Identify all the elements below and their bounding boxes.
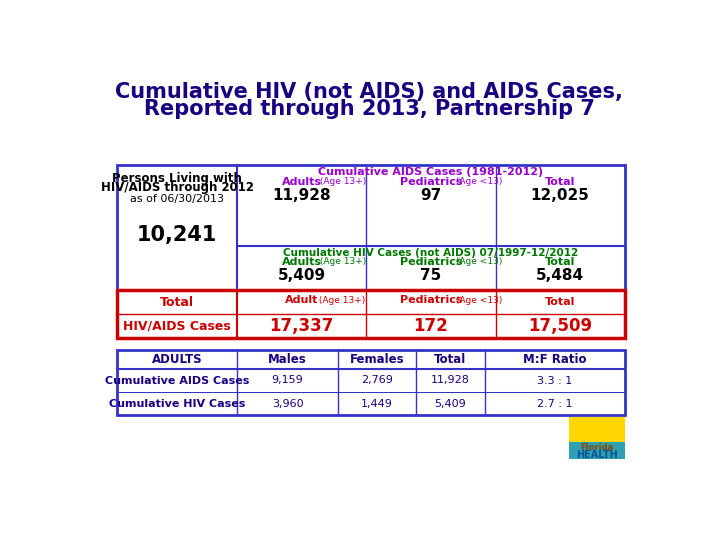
Text: 17,337: 17,337 [270,317,334,335]
Bar [117,350,625,415]
Text: Total: Total [545,257,575,267]
Text: 172: 172 [413,317,449,335]
Text: as of 06/30/2013: as of 06/30/2013 [130,194,224,204]
Text: 75: 75 [420,267,441,282]
Text: (Age 13+): (Age 13+) [318,177,366,186]
Text: (Age <13): (Age <13) [453,177,502,186]
Text: 10,241: 10,241 [137,225,217,245]
Text: (Age <13): (Age <13) [453,295,502,305]
Bar [117,291,625,338]
Text: Total: Total [160,296,194,309]
Text: 5,409: 5,409 [278,267,326,282]
Text: Females: Females [349,353,404,366]
Text: 1,449: 1,449 [361,399,392,409]
Text: 9,159: 9,159 [271,375,304,386]
Text: (Age 13+): (Age 13+) [316,295,365,305]
Text: Pediatrics: Pediatrics [400,295,462,305]
Text: Pediatrics: Pediatrics [400,177,462,187]
Text: ADULTS: ADULTS [152,353,202,366]
Text: 97: 97 [420,188,441,203]
Text: Cumulative HIV Cases: Cumulative HIV Cases [109,399,246,409]
Text: Cumulative AIDS Cases: Cumulative AIDS Cases [105,375,249,386]
Text: Total: Total [434,353,467,366]
Text: HIV/AIDS through 2012: HIV/AIDS through 2012 [101,181,253,194]
Text: 5,484: 5,484 [536,267,584,282]
Text: 12,025: 12,025 [531,188,590,203]
Text: 3,960: 3,960 [272,399,303,409]
Text: 2.7 : 1: 2.7 : 1 [537,399,572,409]
Text: Total: Total [545,298,575,307]
Text: Cumulative HIV (not AIDS) and AIDS Cases,: Cumulative HIV (not AIDS) and AIDS Cases… [115,82,623,102]
Text: (Age 13+): (Age 13+) [318,258,366,266]
Text: 5,409: 5,409 [434,399,467,409]
Text: HIV/AIDS Cases: HIV/AIDS Cases [123,320,231,333]
Text: Adults: Adults [282,257,322,267]
Text: Cumulative HIV Cases (not AIDS) 07/1997-12/2012: Cumulative HIV Cases (not AIDS) 07/1997-… [284,248,579,258]
Text: Florida: Florida [580,443,613,452]
Text: 11,928: 11,928 [431,375,470,386]
Text: 2,769: 2,769 [361,375,392,386]
Text: Adult: Adult [285,295,318,305]
Text: Pediatrics: Pediatrics [400,257,462,267]
Text: (Age <13): (Age <13) [453,258,502,266]
Text: Total: Total [545,177,575,187]
Text: M:F Ratio: M:F Ratio [523,353,587,366]
Text: Reported through 2013, Partnership 7: Reported through 2013, Partnership 7 [143,99,595,119]
Text: Adults: Adults [282,177,322,187]
Text: Males: Males [269,353,307,366]
Text: Cumulative AIDS Cases (1981-2012): Cumulative AIDS Cases (1981-2012) [318,167,544,177]
Text: 3.3 : 1: 3.3 : 1 [537,375,572,386]
Bar [569,442,625,459]
Bar [569,417,625,442]
Text: 11,928: 11,928 [273,188,331,203]
Bar [117,165,625,291]
Text: HEALTH: HEALTH [576,450,618,460]
Text: Persons Living with: Persons Living with [112,172,242,185]
Text: 17,509: 17,509 [528,317,593,335]
